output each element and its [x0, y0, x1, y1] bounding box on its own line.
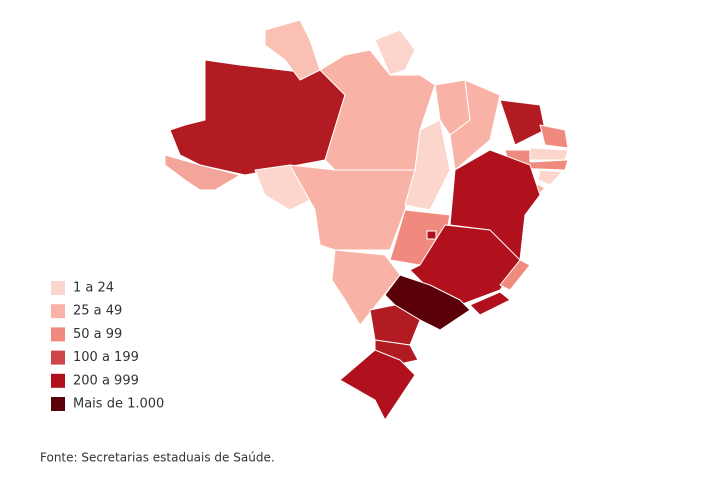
state — [426, 230, 437, 240]
legend-swatch — [51, 373, 65, 388]
legend-swatch — [51, 281, 65, 295]
state — [264, 19, 321, 81]
state — [164, 154, 241, 191]
state — [339, 349, 416, 421]
state — [374, 29, 416, 76]
legend-label: 1 a 24 — [73, 281, 114, 296]
state — [289, 164, 416, 251]
legend-label: 25 a 49 — [73, 304, 122, 319]
legend-label: 200 a 999 — [73, 373, 139, 388]
legend-label: 50 a 99 — [73, 327, 122, 342]
state — [539, 124, 569, 149]
state — [537, 169, 563, 186]
state — [499, 99, 546, 146]
state — [369, 304, 421, 346]
state — [319, 49, 436, 171]
state — [469, 291, 511, 316]
state — [384, 274, 471, 331]
legend-label: 100 a 199 — [73, 350, 139, 365]
legend-swatch — [51, 304, 65, 319]
legend-swatch — [51, 327, 65, 342]
state — [529, 147, 569, 161]
legend-swatch — [51, 350, 65, 365]
source: Fonte: Secretarias estaduais de Saúde. — [40, 451, 275, 465]
state — [499, 259, 531, 291]
state — [169, 59, 346, 176]
legend-label: Mais de 1.000 — [73, 397, 164, 412]
legend-swatch — [51, 397, 65, 411]
brazil-states — [164, 19, 569, 421]
legend: 1 a 24 25 a 49 50 a 99 100 a 199 200 a 999 Ma… — [51, 281, 164, 412]
